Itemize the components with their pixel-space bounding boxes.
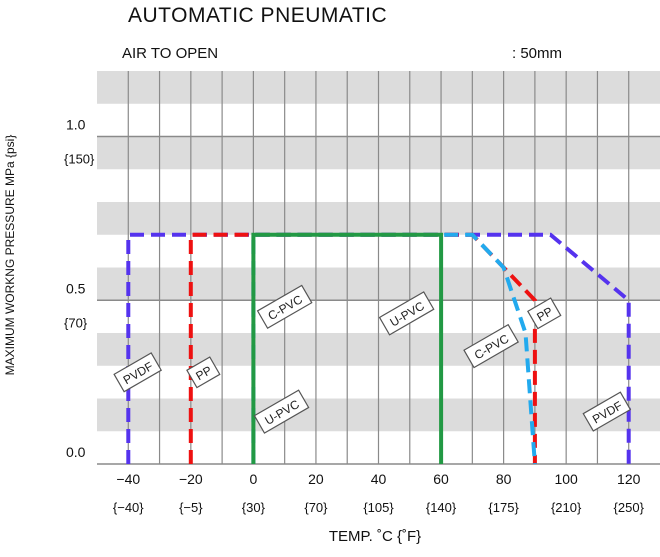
x-tick-label: 40 [371, 471, 387, 487]
series-line [126, 232, 631, 464]
x-tick-label: 120 [617, 471, 641, 487]
y-tick-label: 0.5 [66, 280, 86, 296]
label-text: PP [534, 304, 555, 324]
size-label: : 50mm [512, 45, 563, 62]
x-tick-sublabel: {−40} [113, 500, 144, 515]
x-tick-label: 60 [433, 471, 449, 487]
label-box [253, 389, 310, 434]
x-tick-label: 20 [308, 471, 324, 487]
y-tick-label: 0.0 [66, 444, 86, 460]
label-box [582, 391, 632, 432]
x-tick-label: 80 [496, 471, 512, 487]
label-box [113, 352, 163, 393]
x-tick-sublabel: {70} [304, 500, 328, 515]
label-box [378, 291, 435, 336]
series-label: C-PVC [463, 323, 520, 369]
x-tick-label: 100 [554, 471, 578, 487]
series-line [251, 232, 444, 464]
label-box [527, 297, 562, 330]
x-tick-label: −20 [179, 471, 203, 487]
x-tick-sublabel: {−5} [179, 500, 203, 515]
x-axis-title: TEMP. ˚C {˚F} [328, 528, 422, 545]
y-tick-sublabel: {70} [64, 315, 88, 330]
x-tick-label: −40 [116, 471, 140, 487]
y-tick-label: 1.0 [66, 117, 86, 133]
series-label: PP [186, 356, 221, 389]
label-box [256, 284, 313, 330]
x-tick-sublabel: {30} [242, 500, 266, 515]
label-box [186, 356, 221, 389]
x-tick-sublabel: {175} [488, 500, 519, 515]
x-tick-sublabel: {250} [614, 500, 645, 515]
x-tick-sublabel: {140} [426, 500, 457, 515]
series-lines [126, 232, 631, 465]
chart-title: AUTOMATIC PNEUMATIC [128, 4, 388, 27]
label-text: PP [193, 363, 214, 383]
chart-subtitle: AIR TO OPEN [122, 45, 219, 62]
y-tick-sublabel: {150} [64, 152, 95, 167]
x-tick-sublabel: {210} [551, 500, 582, 515]
x-tick-sublabel: {105} [363, 500, 394, 515]
label-box [463, 323, 520, 369]
series-label: U-PVC [378, 291, 435, 336]
tick-labels: −40 {−40} −20 {−5} 0 {30} 20 {70} 40 {105} 60 {140}… [64, 117, 645, 516]
x-tick-label: 0 [249, 471, 257, 487]
series-label: PP [527, 297, 562, 330]
